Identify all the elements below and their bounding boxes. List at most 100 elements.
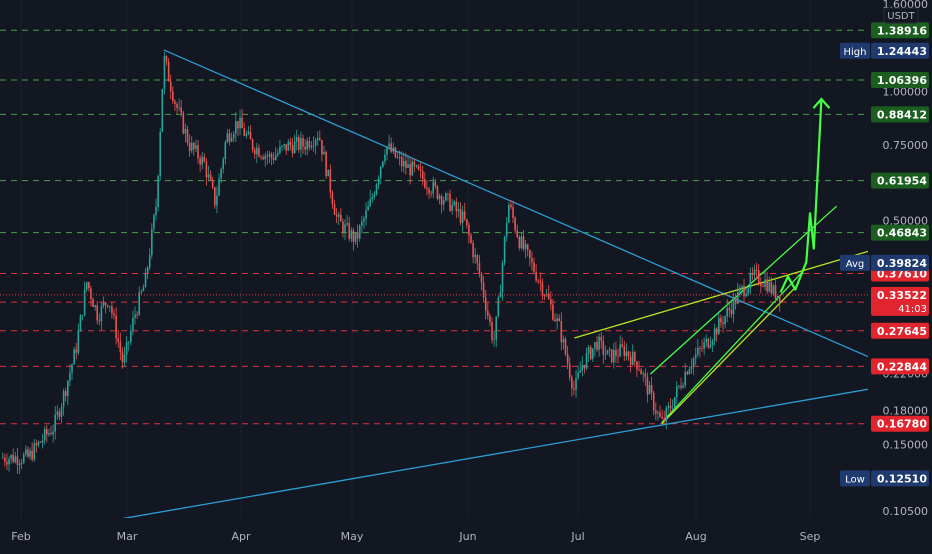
currency-badge-box [883,7,919,24]
stat-markers: 1.24443 High 0.39824 Avg 0.12510 Low [840,42,929,487]
candle-body [665,407,668,421]
candle-body [134,314,136,318]
candle-body [312,145,315,147]
candle-body [571,377,573,389]
candle-body [111,306,113,314]
candle-body [676,386,678,398]
candle-body [583,364,586,369]
candle-body [428,189,430,194]
candle-body [411,161,414,176]
current-price-label: 0.33522 [877,289,927,302]
candle-body [543,295,546,297]
candle-body [778,295,781,303]
candle-body [579,370,582,373]
wedge-lower-line [661,286,796,425]
candle-body [774,285,777,299]
candle-body [472,242,474,258]
candle-body [35,443,38,446]
candle-body [295,137,298,142]
candle-body [148,255,151,268]
candle-body [342,221,344,233]
candle-body [117,338,120,342]
candle-body [327,169,330,177]
level-tag-label: 1.06396 [877,74,927,87]
candle-body [178,107,180,109]
candle-body [766,279,768,292]
candle-body [193,142,195,149]
candle-body [535,272,537,281]
candle-body [142,287,145,292]
candle-body [701,348,703,350]
level-tag-0.27645 [871,322,929,339]
marker-value: 0.12510 [877,472,927,485]
candle-body [159,131,162,177]
candle-body [354,232,357,242]
candle-body [598,336,600,350]
candle-body [518,237,521,249]
marker-name-box [840,42,870,59]
candle-body [692,358,695,367]
candle-body [64,391,67,397]
candle-body [459,209,462,223]
candle-body [505,222,508,237]
candle-body [58,411,61,417]
candle-body [346,223,348,225]
candle-body [132,317,134,331]
candle-body [197,145,199,159]
candle-body [375,184,378,195]
candle-body [682,385,684,388]
candle-body [770,282,773,294]
candle-body [209,174,212,181]
candle-body [298,137,300,150]
candle-body [388,143,390,147]
candle-body [392,147,395,152]
candle-body [732,297,735,315]
candle-body [678,385,680,387]
candle-body [772,285,775,294]
candle-body [646,376,649,395]
candle-body [256,147,258,155]
candle-body [214,187,216,206]
candle-body [526,244,529,250]
candle-body [37,441,40,446]
candle-body [69,372,71,381]
x-tick-jun: Jun [458,530,476,543]
candle-body [224,142,227,160]
candle-body [125,342,128,355]
candle-body [713,328,716,341]
time-axis[interactable]: Feb Mar Apr May Jun Jul Aug Sep [11,530,820,543]
price-axis[interactable]: 1.600001.000000.750000.500000.220000.180… [883,0,929,518]
candle-body [293,141,296,154]
candle-body [564,339,567,355]
candle-body [165,56,168,62]
candle-body [533,262,535,273]
candle-body [440,196,443,205]
candle-body [615,349,617,356]
candle-body [379,166,382,178]
candle-body [760,283,762,286]
marker-name-box [840,254,870,271]
candle-body [684,372,687,386]
level-tag-label: 0.46843 [877,227,927,240]
candle-body [100,305,103,322]
candle-body [88,282,90,289]
candle-body [289,141,292,146]
candle-body [60,406,63,417]
candle-body [648,385,651,395]
currency-badge: USDT [883,7,919,24]
candle-body [442,200,445,205]
candle-body [302,138,304,147]
candle-body [495,316,498,340]
candle-body [104,302,107,306]
candle-body [373,194,376,198]
candle-body [367,206,369,211]
candle-body [94,305,96,308]
candle-body [438,196,441,199]
candle-body [316,138,319,140]
marker-value: 1.24443 [877,45,927,58]
y-tick-label: 1.60000 [883,0,929,11]
candle-body [608,349,611,351]
